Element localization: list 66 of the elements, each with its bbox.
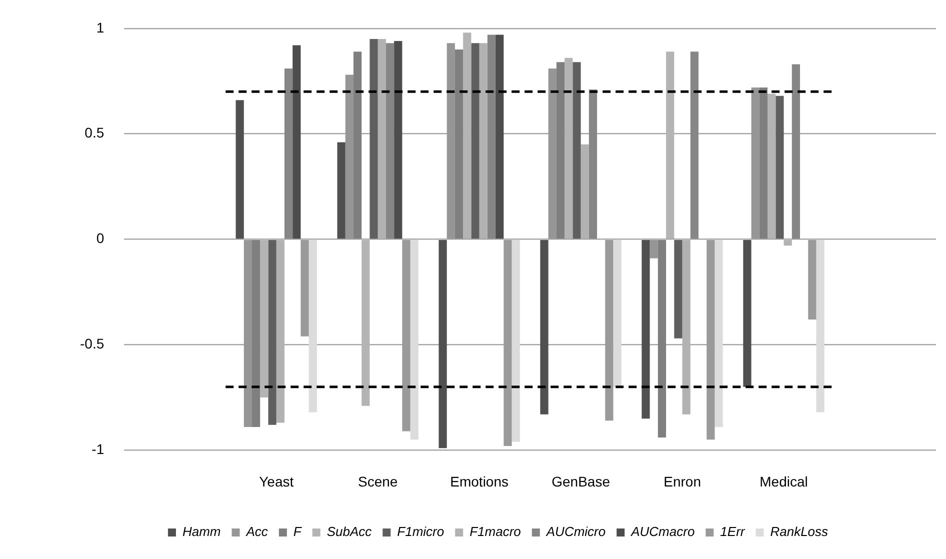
- bar: [690, 52, 699, 239]
- bar: [776, 96, 784, 239]
- bar: [487, 34, 496, 239]
- bar: [345, 74, 354, 239]
- bar: [613, 240, 622, 387]
- y-tick-label: -1: [92, 441, 104, 458]
- x-tick-label: Yeast: [259, 473, 294, 490]
- bar: [714, 240, 723, 427]
- legend-label: SubAcc: [326, 524, 372, 540]
- bar: [410, 240, 418, 440]
- bar: [446, 43, 455, 239]
- legend-label: F: [293, 524, 302, 540]
- bar: [454, 49, 464, 239]
- bar: [556, 62, 565, 239]
- y-tick-label: 0.5: [84, 124, 104, 141]
- bar: [438, 240, 447, 448]
- bar: [471, 43, 480, 239]
- bar: [658, 240, 666, 438]
- bar: [666, 52, 674, 239]
- legend-label: AUCmacro: [630, 524, 695, 540]
- bar: [308, 240, 317, 412]
- legend-label: F1micro: [397, 524, 444, 540]
- bar: [548, 68, 556, 239]
- x-tick-label: GenBase: [552, 473, 610, 490]
- legend-label: 1Err: [720, 524, 746, 540]
- x-tick-label: Enron: [664, 473, 701, 490]
- bar: [268, 240, 276, 425]
- y-tick-label: 1: [96, 19, 104, 36]
- bar: [540, 240, 548, 414]
- bar: [260, 240, 268, 398]
- y-tick-label: -0.5: [80, 336, 104, 352]
- bar: [759, 87, 768, 239]
- bar: [642, 240, 650, 419]
- bar: [496, 34, 504, 239]
- legend-label: F1macro: [470, 524, 521, 540]
- legend-label: RankLoss: [770, 524, 829, 540]
- bar: [236, 100, 244, 239]
- bar: [386, 43, 394, 239]
- bar: [284, 68, 293, 239]
- bar: [252, 240, 260, 427]
- bar: [743, 240, 752, 387]
- legend-label: Acc: [245, 524, 268, 540]
- bar: [362, 240, 370, 406]
- bar: [370, 38, 378, 239]
- bar: [394, 41, 402, 239]
- bar: [674, 240, 682, 338]
- bar: [816, 240, 824, 412]
- bar: [572, 62, 581, 239]
- x-tick-label: Medical: [760, 473, 808, 490]
- bar: [463, 32, 472, 239]
- bar: [353, 52, 362, 239]
- bar: [650, 240, 658, 258]
- bar: [292, 45, 301, 239]
- bar: [564, 58, 573, 239]
- bar: [792, 64, 800, 239]
- x-tick-label: Emotions: [450, 473, 508, 490]
- x-tick-label: Scene: [358, 473, 398, 490]
- bar: [512, 240, 520, 442]
- bar: [588, 90, 598, 239]
- legend-label: Hamm: [182, 524, 221, 540]
- bar: [244, 240, 252, 427]
- legend-label: AUCmicro: [545, 524, 606, 540]
- bar: [337, 142, 346, 239]
- bar: [768, 94, 776, 239]
- bar: [751, 87, 760, 239]
- y-tick-label: 0: [96, 230, 104, 246]
